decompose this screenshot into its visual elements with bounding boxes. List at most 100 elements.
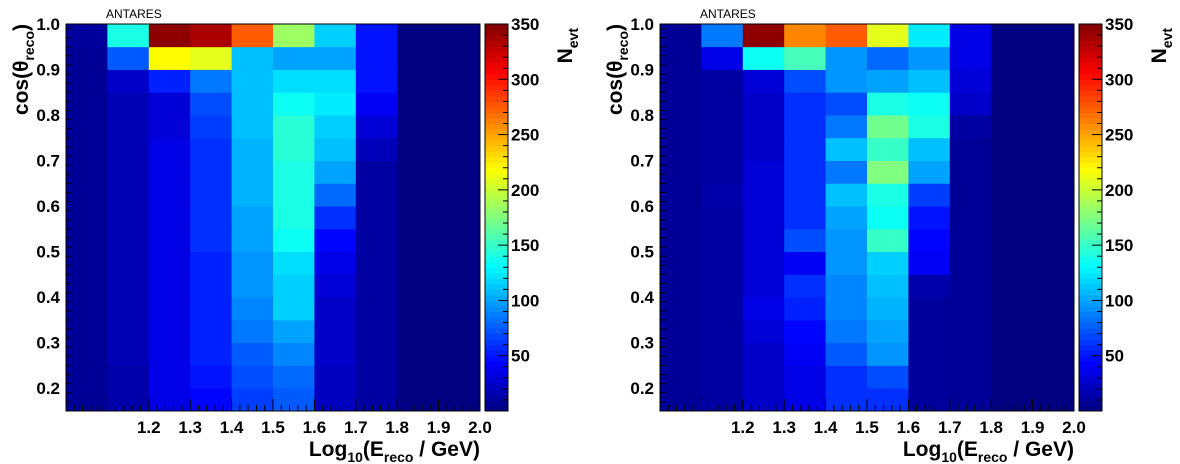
heatmap-cell [355,251,398,275]
heatmap-cell [660,251,702,275]
colorbar-segment [1079,79,1102,86]
heatmap-cell [742,69,785,93]
heatmap-cell [231,228,274,253]
heatmap-cell [66,183,108,207]
heatmap-cell [825,342,868,366]
heatmap-cell [660,69,702,93]
heatmap-cell [660,319,702,344]
colorbar-segment [485,278,508,285]
heatmap-cell [742,274,785,298]
heatmap-cell [66,160,108,184]
colorbar-segment [485,123,508,130]
heatmap-cell [190,228,232,253]
heatmap-cell [314,46,357,70]
heatmap-cell [231,160,274,184]
y-tick-label: 0.6 [630,197,654,216]
heatmap-cell [784,69,826,93]
heatmap-cell [148,228,191,253]
colorbar-segment [485,129,508,136]
colorbar-segment [1079,344,1102,351]
heatmap-cell [273,365,315,389]
colorbar-segment [1079,283,1102,290]
colorbar-segment [485,156,508,163]
colorbar-segment [1079,151,1102,158]
heatmap-cell [314,137,357,161]
heatmap-cell [949,137,992,161]
heatmap-cell [867,160,909,184]
heatmap-cell [742,388,785,412]
colorbar-tick-label: 300 [1105,70,1133,89]
colorbar-tick-label: 100 [1105,291,1133,310]
heatmap-cell [190,137,232,161]
heatmap-cell [908,69,951,93]
colorbar-segment [485,355,508,362]
heatmap-cell [660,183,702,207]
heatmap-cell [742,115,785,139]
heatmap-cell [701,160,744,184]
colorbar-segment [485,305,508,312]
heatmap-cell [867,69,909,93]
heatmap-cell [742,342,785,366]
heatmap-cell [314,388,357,412]
colorbar-segment [1079,278,1102,285]
colorbar-segment [485,178,508,185]
heatmap-cell [231,297,274,321]
heatmap-cell [908,297,951,321]
heatmap-cell [660,137,702,161]
heatmap-cell [231,183,274,207]
colorbar-segment [485,300,508,307]
y-tick-label: 0.5 [36,243,60,262]
heatmap-cell [273,388,315,412]
colorbar-segment [485,62,508,69]
colorbar-segment [1079,372,1102,379]
heatmap-cell [825,297,868,321]
heatmap-cell [825,137,868,161]
colorbar-segment [485,223,508,230]
heatmap-cell [355,24,398,48]
heatmap-cell [314,183,357,207]
colorbar-segment [1079,189,1102,196]
heatmap-cell [867,297,909,321]
y-axis-label: cos(θreco) [10,24,37,115]
heatmap-cell [107,69,150,93]
colorbar-segment [485,234,508,241]
heatmap-cell [949,69,992,93]
colorbar-segment [1079,178,1102,185]
heatmap-cell [273,206,315,230]
y-axis-label: cos(θreco) [604,24,631,115]
colorbar-segment [485,184,508,191]
heatmap-cell [273,46,315,70]
heatmap-cell [784,160,826,184]
colorbar-segment [485,84,508,91]
heatmap-cell [314,160,357,184]
x-tick-label: 1.5 [855,418,879,437]
heatmap-cell [784,274,826,298]
colorbar-segment [485,29,508,36]
heatmap-cell [867,365,909,389]
heatmap-cell [949,274,992,298]
heatmap-cell [231,115,274,139]
heatmap-cell [107,251,150,275]
heatmap-cell [355,388,398,412]
heatmap-cell [355,274,398,298]
colorbar-segment [485,372,508,379]
colorbar-segment [485,35,508,42]
colorbar-segment [485,200,508,207]
heatmap-cell [908,24,951,48]
heatmap-cell [825,183,868,207]
colorbar-tick-label: 300 [511,70,539,89]
heatmap-cell [867,183,909,207]
heatmap-cell [825,388,868,412]
heatmap-cell [107,137,150,161]
heatmap-cell [66,137,108,161]
heatmap-cell [825,206,868,230]
heatmap-cell [784,24,826,48]
colorbar-segment [485,101,508,108]
heatmap-cell [701,251,744,275]
y-tick-label: 1.0 [36,15,60,34]
colorbar-segment [485,361,508,368]
heatmap-cell [190,69,232,93]
colorbar-segment [1079,328,1102,335]
heatmap-cell [701,92,744,116]
x-tick-label: 1.7 [938,418,962,437]
